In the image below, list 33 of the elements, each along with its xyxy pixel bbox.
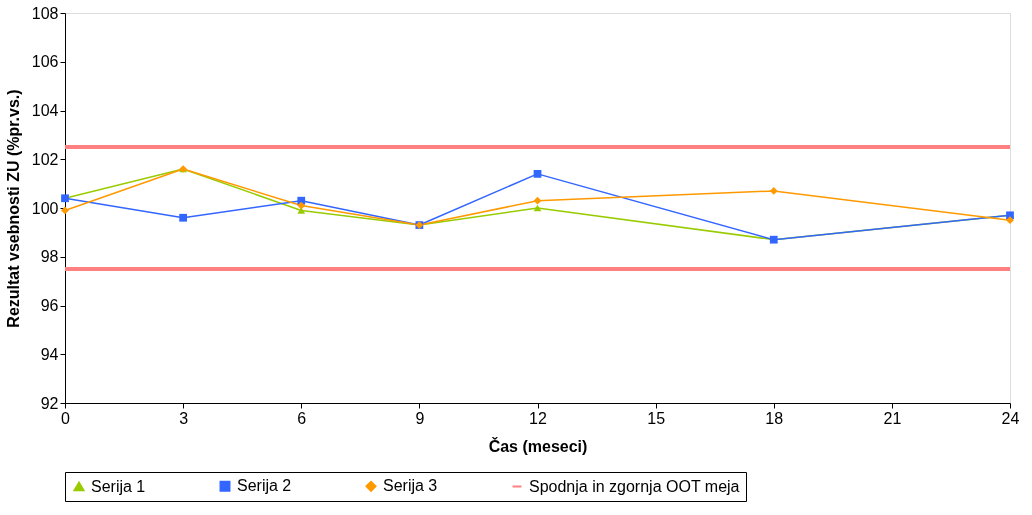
y-tick-label: 104	[31, 102, 59, 119]
x-axis-title: Čas (meseci)	[488, 436, 588, 455]
point	[1006, 216, 1014, 225]
y-tick-label: 98	[40, 248, 59, 266]
y-tick-label: 108	[31, 4, 59, 22]
point	[179, 213, 187, 222]
legend-label: Serija 3	[383, 477, 438, 495]
x-tick-label: 18	[765, 409, 784, 427]
x-tick-label: 15	[647, 409, 666, 427]
x-tick-label: 21	[883, 409, 902, 427]
point	[769, 187, 778, 195]
x-tick-label: 0	[61, 409, 71, 427]
y-axis-title: Rezultat vsebnosti ZU (%pr.vs.)	[4, 89, 22, 328]
y-tick-label: 92	[40, 394, 59, 412]
point	[297, 207, 306, 214]
point	[533, 204, 542, 212]
point	[297, 201, 306, 210]
x-tick-label: 3	[179, 409, 189, 427]
legend-label: Spodnja in zgornja OOT meja	[529, 477, 740, 495]
y-tick-label: 106	[31, 53, 59, 71]
x-tick-label: 24	[1001, 409, 1020, 427]
legend-label: Serija 1	[91, 477, 146, 495]
point	[533, 170, 542, 178]
x-tick-label: 12	[529, 409, 547, 427]
legend-label: Serija 2	[237, 477, 292, 495]
y-tick-label: 96	[40, 297, 59, 314]
y-tick-label: 94	[40, 345, 59, 363]
y-tick-label: 102	[31, 150, 59, 168]
x-tick-label: 9	[415, 409, 425, 427]
x-tick-label: 6	[297, 409, 307, 427]
point	[533, 196, 542, 205]
point	[61, 206, 69, 215]
y-tick-label: 100	[31, 199, 59, 217]
